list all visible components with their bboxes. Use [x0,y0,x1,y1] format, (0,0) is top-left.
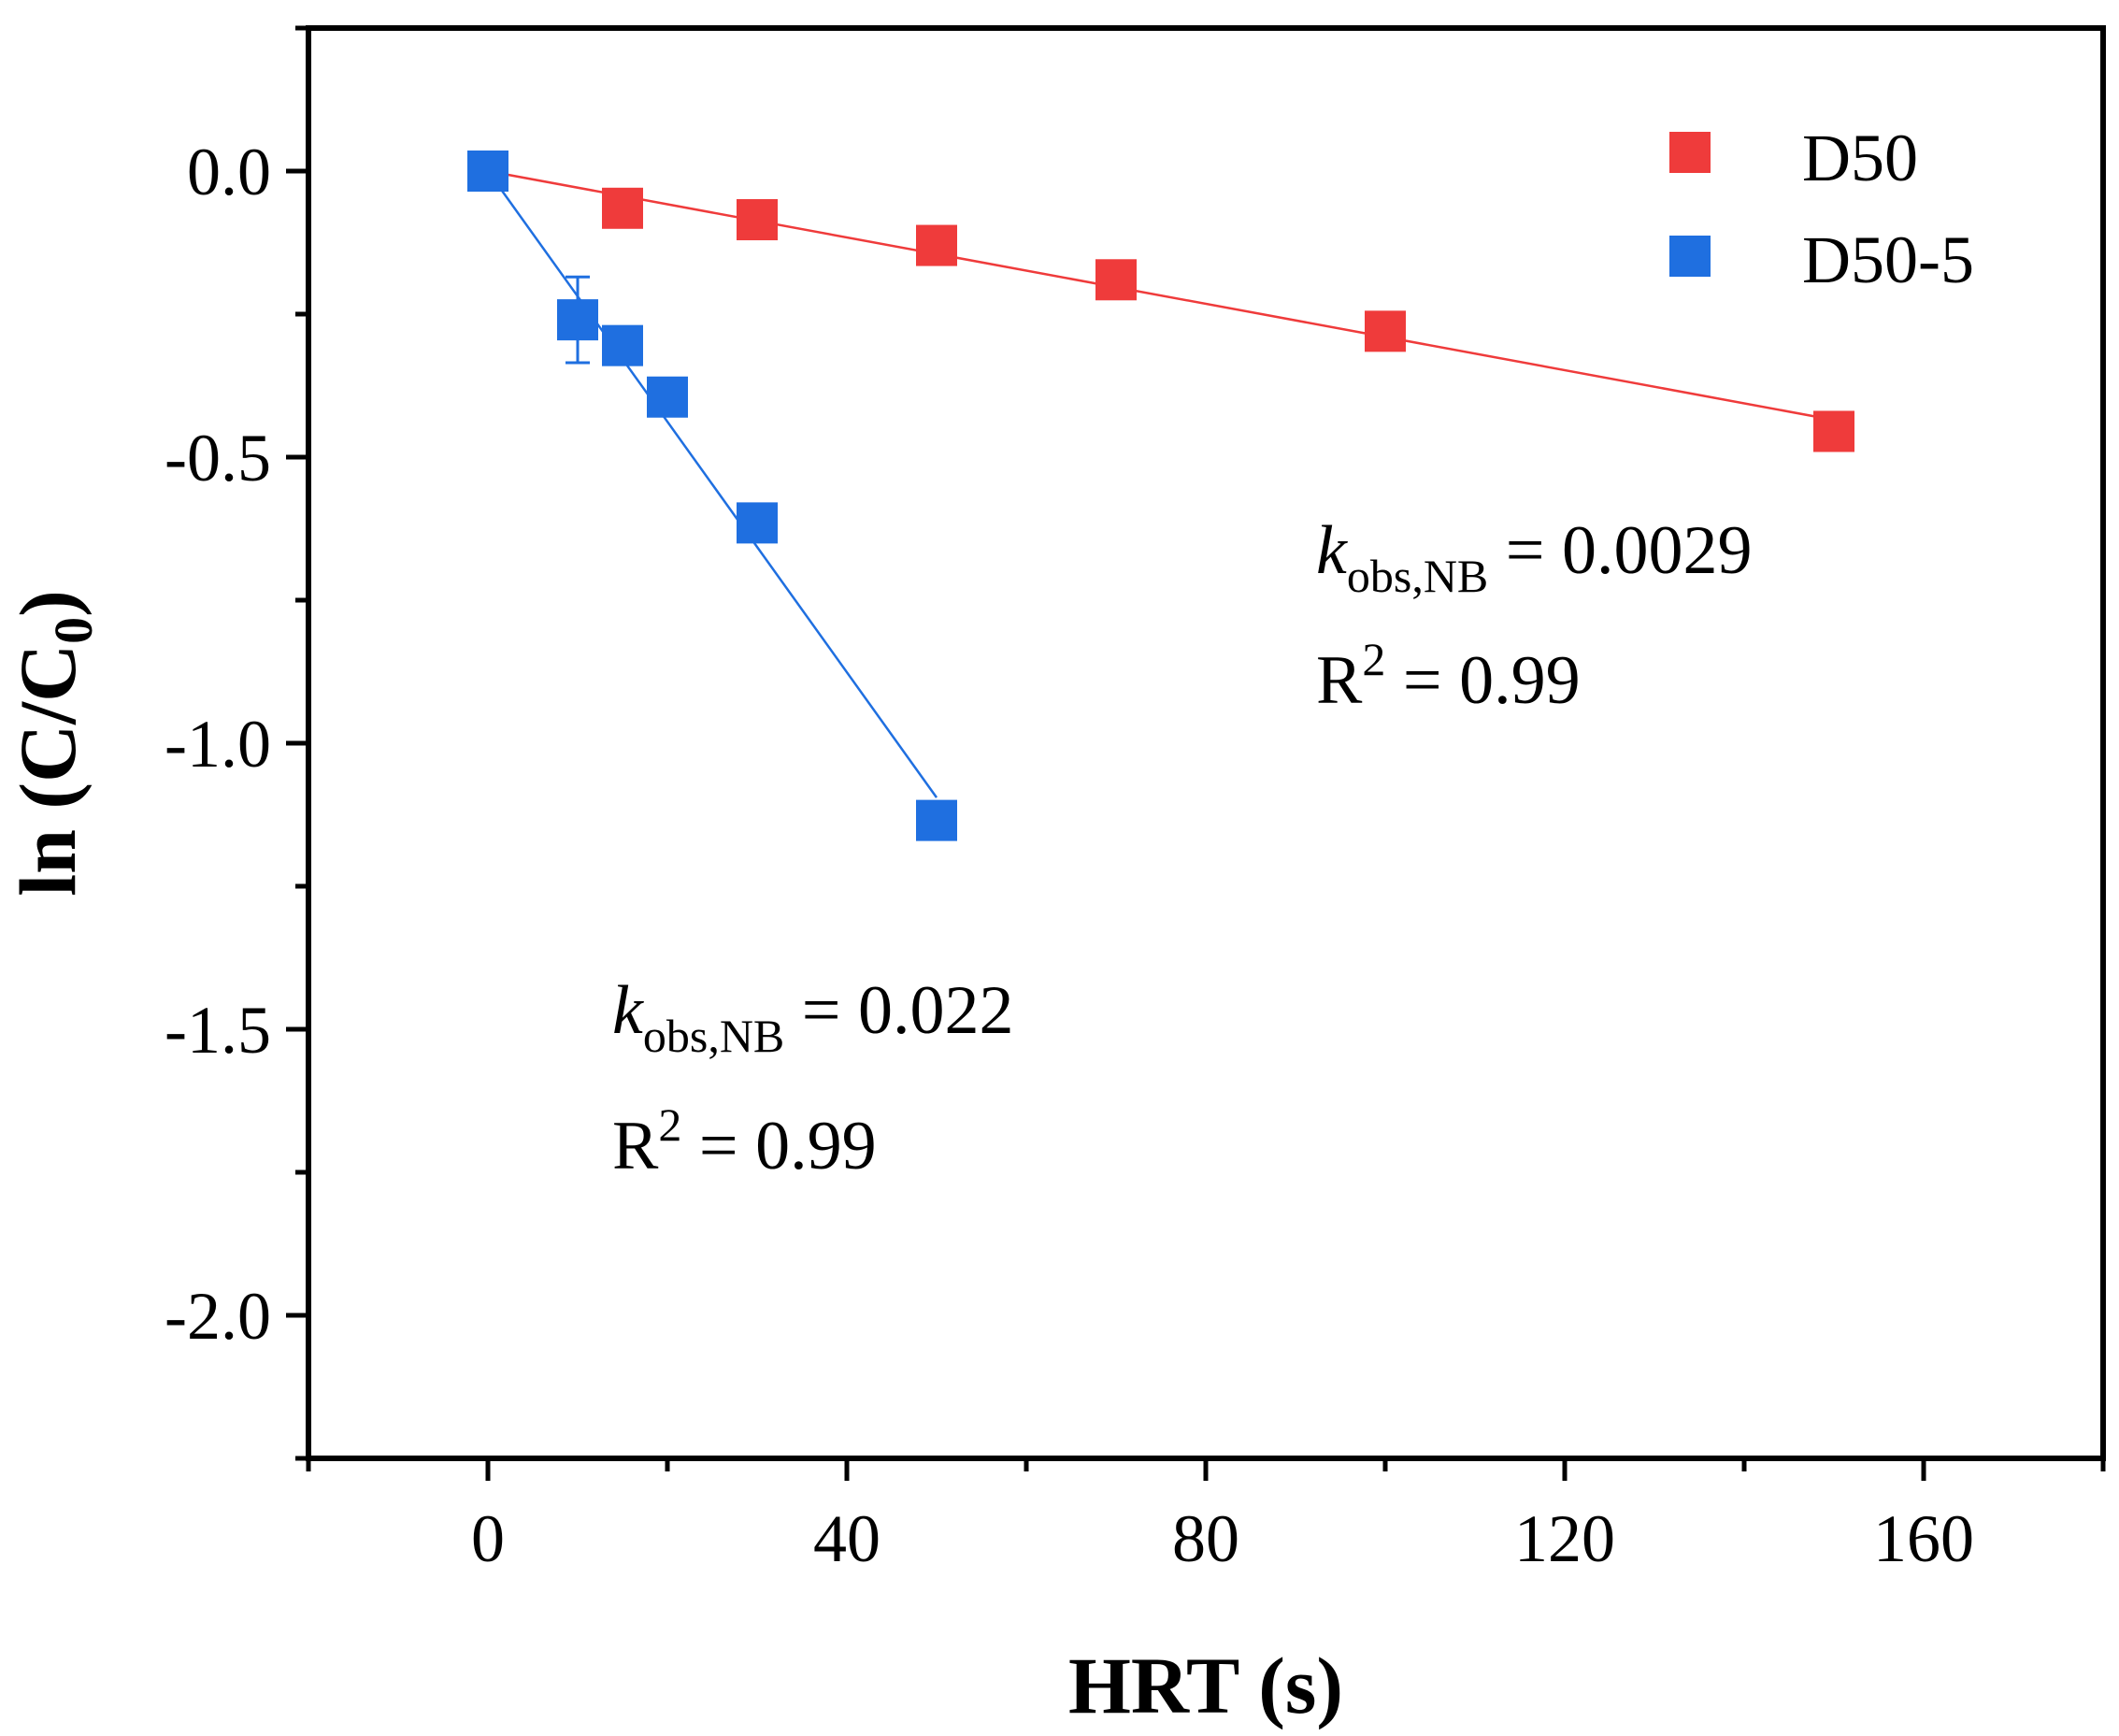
annotation-d50-5-k-symbol: k [612,972,644,1049]
annotation-d50-5-r-superscript: 2 [658,1098,681,1151]
legend-label-d50-5: D50-5 [1802,222,1974,297]
annotation-d50-k-symbol: k [1316,512,1348,589]
annotation-d50-5-r-value: = 0.99 [681,1108,876,1184]
x-tick-label: 80 [1172,1501,1239,1576]
point-d50-5 [737,502,778,544]
fit-line-d50-5 [486,170,938,798]
y-tick-label: -1.5 [165,993,271,1068]
point-d50 [1365,310,1406,352]
point-d50 [1813,410,1854,452]
point-d50-5 [557,299,598,341]
y-tick-label: -1.0 [165,707,271,782]
y-axis-title-close: ) [3,590,93,617]
point-d50 [916,224,957,266]
annotation-d50-r2: R2 = 0.99 [1316,633,1581,719]
y-axis-title-subscript: 0 [43,617,104,644]
x-axis-title: HRT (s) [1068,1641,1343,1730]
legend-label-d50: D50 [1802,121,1918,195]
annotation-d50-5-k-subscript: obs,NB [643,1010,784,1062]
annotation-d50-k-subscript: obs,NB [1347,550,1488,602]
annotation-d50-5-r-symbol: R [612,1108,659,1184]
point-d50 [1095,259,1137,301]
point-d50-5 [602,324,643,366]
y-tick-label: 0.0 [187,135,271,209]
annotation-d50-r-symbol: R [1316,642,1363,719]
annotation-d50-5: kobs,NB = 0.022 R2 = 0.99 [612,972,1014,1184]
annotation-d50-5-r2: R2 = 0.99 [612,1098,877,1184]
y-axis-ticks: 0.0 -0.5 -1.0 -1.5 -2.0 [165,25,308,1461]
y-tick-label: -0.5 [165,421,271,495]
point-d50-5 [467,151,508,192]
annotation-d50-5-k-value: = 0.022 [784,972,1013,1049]
annotation-d50-r-value: = 0.99 [1385,642,1580,719]
fit-line-d50 [487,169,1835,422]
y-tick-label: -2.0 [165,1279,271,1354]
annotation-d50: kobs,NB = 0.0029 R2 = 0.99 [1316,512,1753,719]
x-tick-label: 160 [1873,1501,1974,1576]
y-axis-title: ln (C/C0) [3,590,104,897]
legend: D50 D50-5 [1669,121,1974,297]
x-tick-label: 40 [813,1501,881,1576]
annotation-d50-5-k: kobs,NB = 0.022 [612,972,1014,1062]
x-tick-label: 120 [1514,1501,1615,1576]
fit-lines [486,169,1835,798]
legend-marker-d50 [1669,132,1711,173]
x-axis-ticks: 0 40 80 120 160 [306,1458,2106,1576]
data-points [467,151,1854,841]
point-d50 [737,199,778,241]
annotation-d50-k-value: = 0.0029 [1488,512,1752,589]
point-d50-5 [916,799,957,841]
annotation-d50-r-superscript: 2 [1362,633,1385,685]
x-tick-label: 0 [471,1501,505,1576]
y-axis-title-main: ln (C/C [3,644,93,897]
y-axis-title-group: ln (C/C0) [3,590,104,897]
legend-marker-d50-5 [1669,236,1711,277]
annotation-d50-k: kobs,NB = 0.0029 [1316,512,1753,602]
point-d50 [602,187,643,229]
point-d50-5 [647,376,688,418]
